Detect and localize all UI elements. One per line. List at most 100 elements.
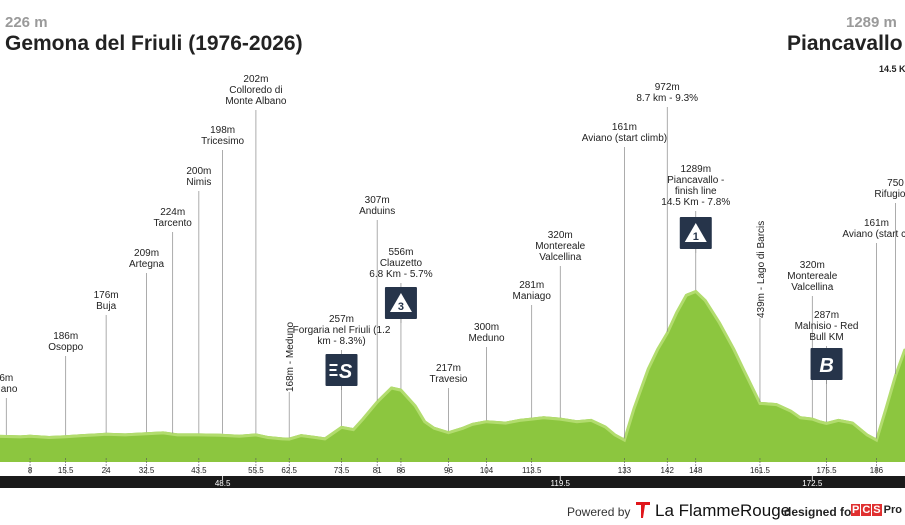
finish-name: Piancavallo	[787, 32, 903, 55]
km-tick-label: 15.5	[58, 466, 74, 475]
profile-header: 226 m Gemona del Friuli (1976-2026) 1289…	[0, 0, 905, 74]
marker-label: 200m	[186, 166, 211, 177]
climb-triangle-icon	[389, 293, 412, 312]
marker-label: 202m	[243, 74, 268, 85]
start-altitude: 226 m	[5, 14, 48, 31]
marker-label: 217m	[436, 363, 461, 374]
marker-label: Aviano (start climb)	[582, 133, 667, 144]
km-tick-label: 81	[373, 466, 382, 475]
marker-label: Rifugio M	[874, 189, 905, 200]
km-tick-lower-label: 48.5	[215, 479, 231, 488]
marker-label: 8.7 km - 9.3%	[636, 93, 698, 104]
marker-label: Meduno	[468, 333, 505, 344]
marker-label: Piancavallo -	[667, 175, 724, 186]
km-tick-label: 148	[689, 466, 703, 475]
marker-label: Forgaria nel Friuli (1.2	[293, 325, 391, 336]
vertical-marker-label: 168m - Meduno	[285, 322, 296, 392]
finish-distance: 14.5 K	[879, 64, 905, 74]
marker-label: 6m	[0, 373, 13, 384]
marker-label: Aviano (start cli	[842, 229, 905, 240]
pcs-logo-letter: C	[861, 504, 872, 516]
km-tick-label: 73.5	[334, 466, 350, 475]
start-name: Gemona del Friuli (1976-2026)	[5, 32, 303, 55]
pcs-logo-letter: P	[851, 504, 861, 516]
marker-label: Travesio	[430, 374, 468, 385]
flame-rouge-logo-icon	[636, 502, 650, 518]
bonus-badge	[810, 348, 843, 380]
marker-label: Monte Albano	[225, 96, 287, 107]
finish-altitude: 1289 m	[846, 14, 897, 31]
km-tick-lower-label: 172.5	[802, 479, 823, 488]
profile-area	[0, 290, 905, 462]
marker-label: 161m	[612, 122, 637, 133]
km-tick-label: 55.5	[248, 466, 264, 475]
marker-label: 556m	[388, 247, 413, 258]
marker-label: km - 8.3%)	[317, 336, 365, 347]
profile-ridge	[0, 289, 905, 443]
marker-label: Maniago	[513, 291, 552, 302]
climb-triangle-icon	[684, 223, 707, 242]
marker-label: 750	[887, 178, 904, 189]
marker-label: Osoppo	[48, 342, 83, 353]
km-tick-label: 142	[661, 466, 675, 475]
badge-text: S	[339, 361, 353, 383]
marker-label: 6.8 Km - 5.7%	[369, 269, 432, 280]
distance-axis-bar	[0, 476, 905, 488]
km-tick-label: 175.5	[817, 466, 838, 475]
marker-label: 1289m	[680, 164, 711, 175]
powered-by-text: Powered by	[567, 505, 631, 519]
km-tick-label: 133	[618, 466, 632, 475]
sprint-badge	[325, 354, 358, 386]
vertical-marker-label: 439m - Lago di Barcis	[756, 221, 767, 318]
km-tick-label: 161.5	[750, 466, 771, 475]
marker-label: Anduins	[359, 206, 395, 217]
badge-text: B	[819, 355, 833, 377]
pcs-logo: P C S Pro	[851, 504, 904, 516]
marker-label: 14.5 Km - 7.8%	[661, 197, 730, 208]
marker-label: Tarcento	[154, 218, 193, 229]
marker-label: 320m	[548, 230, 573, 241]
marker-label: finish line	[675, 186, 717, 197]
marker-label: Malnisio - Red	[795, 321, 859, 332]
badge-text: 1	[693, 231, 699, 243]
marker-label: 300m	[474, 322, 499, 333]
pcs-logo-letter: S	[872, 504, 882, 516]
km-tick-label: 186	[870, 466, 884, 475]
pcs-logo-tail: Pro	[883, 504, 902, 516]
km-tick-label: 96	[444, 466, 453, 475]
marker-label: Tricesimo	[201, 136, 244, 147]
marker-label: 198m	[210, 125, 235, 136]
marker-label: Bull KM	[809, 332, 843, 343]
marker-label: 186m	[53, 331, 78, 342]
marker-label: dano	[0, 384, 18, 395]
marker-label: 320m	[800, 260, 825, 271]
brand-name: La FlammeRouge	[655, 501, 791, 520]
elevation-profile-chart: 8 15.5 24 32.5 43.5 55.5 62.5 73.5 81 86 96 104 113.…	[0, 74, 905, 488]
km-tick-label: 86	[396, 466, 405, 475]
km-tick-label: 62.5	[281, 466, 297, 475]
km-tick-label: 113.5	[522, 466, 542, 475]
badge-text: 3	[398, 301, 404, 313]
marker-label: 224m	[160, 207, 185, 218]
marker-label: Nimis	[186, 177, 211, 188]
marker-label: 161m	[864, 218, 889, 229]
marker-label: 972m	[655, 82, 680, 93]
marker-label: Valcellina	[791, 282, 833, 293]
marker-label: Artegna	[129, 259, 164, 270]
marker-label: Montereale	[535, 241, 585, 252]
marker-label: 281m	[519, 280, 544, 291]
marker-label: Buja	[96, 301, 116, 312]
marker-label: 287m	[814, 310, 839, 321]
marker-label: Montereale	[787, 271, 837, 282]
km-tick-label: 104	[480, 466, 494, 475]
marker-label: 176m	[94, 290, 119, 301]
km-tick-lower-label: 119.5	[551, 479, 571, 488]
marker-label: 209m	[134, 248, 159, 259]
km-tick-label: 32.5	[139, 466, 155, 475]
footer: Powered by La FlammeRouge designed for P…	[0, 495, 905, 525]
marker-label: Colloredo di	[229, 85, 282, 96]
marker-label: Clauzetto	[380, 258, 423, 269]
marker-label: 257m	[329, 314, 354, 325]
designed-for-text: designed for	[784, 505, 857, 519]
km-tick-label: 24	[102, 466, 111, 475]
